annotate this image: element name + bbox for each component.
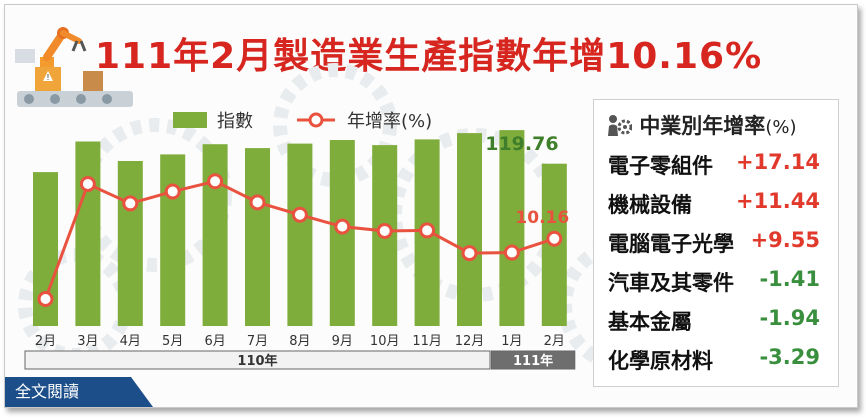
growth-rate-point: [291, 206, 308, 223]
industry-row: 機械設備 +11.44: [608, 185, 830, 219]
growth-rate-point: [37, 291, 54, 307]
industry-name: 機械設備: [608, 193, 692, 217]
index-bar: [75, 141, 101, 326]
industry-name: 電子零組件: [608, 154, 713, 178]
industry-growth-value: -1.41: [759, 267, 820, 291]
industry-growth-value: +11.44: [735, 189, 820, 213]
legend-bar-swatch: [173, 112, 207, 128]
rate-value-label: 10.16: [515, 208, 569, 228]
legend-bar-label: 指數: [217, 111, 253, 132]
svg-text:!: !: [46, 73, 49, 82]
panel-title: 中業別年增率(%): [606, 110, 796, 140]
industry-row: 電子零組件 +17.14: [608, 146, 830, 180]
industry-row: 化學原材料 -3.29: [608, 341, 830, 375]
x-tick-label: 6月: [204, 334, 225, 349]
index-bar: [287, 143, 313, 326]
panel-title-unit: (%): [765, 117, 797, 138]
background-gear: [273, 63, 397, 187]
index-bar: [245, 148, 270, 326]
growth-rate-point: [376, 222, 393, 239]
industry-row: 電腦電子光學 +9.55: [608, 224, 830, 258]
industry-name: 電腦電子光學: [608, 232, 734, 256]
x-tick-label: 12月: [455, 334, 485, 349]
x-tick-label: 5月: [162, 334, 183, 349]
gear-person-icon: [608, 115, 632, 136]
industry-row: 基本金屬 -1.94: [608, 302, 830, 336]
x-tick-label: 1月: [501, 334, 522, 349]
industry-growth-value: +17.14: [735, 150, 820, 174]
bar-value-label: 119.76: [485, 133, 558, 155]
robot-arm-illustration: !: [15, 27, 133, 107]
growth-rate-point: [546, 230, 563, 247]
legend-line-swatch: [297, 112, 335, 128]
index-bar: [457, 133, 482, 326]
title-value: 10.16%: [606, 36, 763, 77]
industry-growth-value: +9.55: [750, 228, 820, 252]
growth-rate-point: [122, 195, 139, 212]
year-group-bar: [490, 350, 576, 370]
industry-name: 化學原材料: [608, 349, 713, 373]
x-tick-label: 2月: [544, 334, 565, 349]
x-tick-label: 2月: [35, 334, 56, 349]
industry-growth-value: -3.29: [759, 345, 820, 369]
industry-name: 汽車及其零件: [608, 271, 734, 295]
x-tick-label: 4月: [120, 334, 141, 349]
x-tick-label: 11月: [412, 334, 442, 349]
industry-growth-panel: 中業別年增率(%) 電子零組件 +17.14 機械設備 +11.44 電腦電子光學 +9.…: [593, 99, 839, 387]
industry-growth-value: -1.94: [759, 306, 820, 330]
industry-row: 汽車及其零件 -1.41: [608, 263, 830, 297]
year-group-bar: [24, 350, 491, 370]
index-bar: [499, 130, 525, 326]
chart-legend: 指數 年增率(%): [173, 107, 432, 133]
panel-title-text: 中業別年增率: [639, 114, 766, 138]
index-bar: [160, 154, 186, 326]
growth-rate-point: [79, 175, 96, 192]
x-tick-label: 7月: [247, 334, 268, 349]
read-full-button[interactable]: 全文閱讀: [5, 377, 153, 407]
year-group-label: 110年: [237, 353, 277, 369]
year-group-label: 111年: [513, 353, 553, 369]
industry-name: 基本金屬: [608, 310, 692, 334]
x-tick-label: 3月: [77, 334, 98, 349]
growth-rate-point: [249, 194, 266, 211]
x-tick-label: 9月: [332, 334, 353, 349]
growth-rate-point: [164, 183, 181, 200]
growth-rate-point: [461, 245, 478, 262]
growth-rate-point: [334, 218, 351, 235]
infographic-card: ! 111年2月製造業生產指數年增10.16% 2月 3月 4月 5月 6月 7月 8月 9月…: [4, 4, 858, 408]
index-bar: [202, 144, 228, 326]
chart-canvas: 2月 3月 4月 5月 6月 7月 8月 9月 10月 11月 12月 1月 2月 119.76 10.16…: [18, 63, 692, 372]
index-bar: [117, 161, 143, 326]
growth-rate-point: [503, 244, 520, 261]
growth-rate-point: [207, 173, 224, 190]
growth-rate-point: [419, 222, 436, 239]
legend-line-label: 年增率(%): [347, 111, 433, 132]
x-tick-label: 8月: [289, 334, 310, 349]
x-tick-label: 10月: [370, 334, 400, 349]
